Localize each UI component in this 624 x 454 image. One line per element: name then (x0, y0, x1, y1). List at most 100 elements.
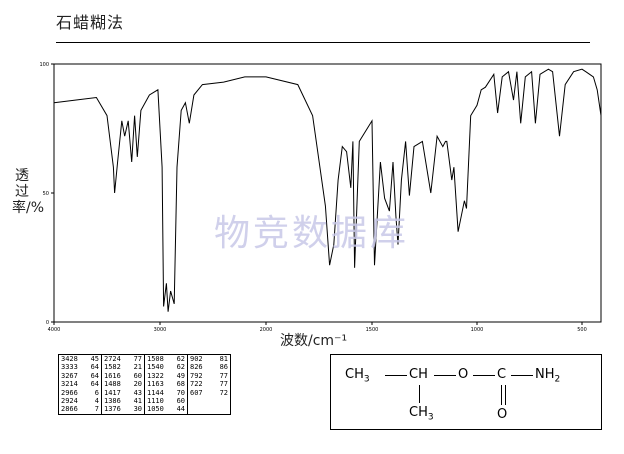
peak-transmittance: 77 (128, 354, 145, 364)
peak-transmittance: 45 (85, 354, 102, 364)
peak-wavenumber: 1322 (147, 371, 164, 380)
peak-wavenumber: 902 (190, 355, 203, 363)
peak-transmittance: 64 (85, 380, 102, 389)
peak-transmittance: 7 (85, 405, 102, 415)
peak-transmittance: 60 (171, 397, 188, 406)
peak-wavenumber: 1376 (104, 405, 121, 414)
bond-3 (473, 375, 495, 376)
peak-transmittance: 20 (128, 380, 145, 389)
peak-transmittance: 4 (85, 397, 102, 406)
structure-carbonyl-o: O (497, 407, 508, 422)
x-tick-label: 1500 (366, 327, 379, 333)
y-tick-label: 0 (46, 320, 49, 326)
y-axis-label: 透过率/% (12, 168, 45, 216)
peak-transmittance: 43 (128, 388, 145, 398)
peak-table: 3428 45 2724 77 1508 62 902 81 3333 64 1582 21 1540 6… (58, 354, 231, 415)
peak-transmittance: 6 (85, 388, 102, 398)
peak-wavenumber: 3214 (61, 380, 78, 389)
peak-wavenumber: 1488 (104, 380, 121, 389)
structure-ch3-bottom-sub: 3 (427, 412, 434, 423)
peak-transmittance: 62 (171, 354, 188, 364)
x-tick-label: 2000 (260, 327, 273, 333)
peak-wavenumber: 1144 (147, 388, 164, 397)
x-axis-label: 波数/cm⁻¹ (280, 333, 348, 349)
watermark: 物竞数据库 (214, 213, 410, 254)
peak-wavenumber: 1616 (104, 371, 121, 380)
peak-wavenumber: 1540 (147, 363, 164, 372)
peak-transmittance: 60 (128, 371, 145, 381)
peak-transmittance: 86 (219, 363, 228, 372)
peak-wavenumber: 1582 (104, 363, 121, 372)
peak-transmittance: 77 (219, 380, 228, 389)
peak-transmittance: 70 (171, 388, 188, 398)
structure-ch: CH (409, 367, 428, 382)
peak-wavenumber: 1110 (147, 397, 164, 406)
peak-wavenumber (188, 397, 215, 405)
peak-row: 3333 64 1582 21 1540 62 826 86 (59, 363, 231, 372)
peak-row: 2866 7 1376 30 1050 44 (59, 405, 231, 415)
y-tick-label: 100 (39, 62, 49, 68)
peak-row: 3267 64 1616 60 1322 49 792 77 (59, 371, 231, 381)
peak-transmittance: 49 (171, 371, 188, 381)
peak-transmittance: 41 (128, 397, 145, 406)
x-tick-label: 1000 (471, 327, 484, 333)
bond-4 (511, 375, 533, 376)
peak-transmittance: 77 (219, 371, 228, 380)
peak-transmittance: 72 (219, 388, 228, 397)
x-tick-label: 4000 (48, 327, 61, 333)
peak-transmittance: 68 (171, 380, 188, 389)
bond-1 (385, 375, 407, 376)
peak-transmittance: 64 (85, 371, 102, 381)
peak-wavenumber: 3267 (61, 371, 78, 380)
peak-wavenumber: 607 (190, 388, 203, 397)
peak-wavenumber: 1508 (147, 355, 164, 363)
y-tick-label: 50 (43, 191, 49, 197)
structure-box: CH3 CH O C NH2 CH3 O (330, 354, 602, 430)
peak-wavenumber: 1163 (147, 380, 164, 389)
peak-wavenumber: 792 (190, 371, 203, 380)
peak-wavenumber: 3333 (61, 363, 78, 372)
peak-wavenumber: 1050 (147, 405, 164, 414)
structure-nh2: NH2 (535, 367, 560, 385)
structure-ch3-left: CH3 (345, 367, 370, 385)
peak-transmittance: 21 (128, 363, 145, 372)
peak-table-body: 3428 45 2724 77 1508 62 902 81 3333 64 1582 21 1540 6… (59, 354, 231, 415)
bond-5 (419, 385, 420, 403)
peak-transmittance: 30 (128, 405, 145, 415)
bond-double-a (501, 385, 502, 405)
peak-transmittance (214, 405, 231, 414)
peak-transmittance: 62 (171, 363, 188, 372)
peak-wavenumber: 722 (190, 380, 203, 389)
spectrum-line (53, 68, 602, 312)
peak-wavenumber: 1417 (104, 388, 121, 397)
peak-wavenumber: 2724 (104, 355, 121, 363)
bond-double-b (505, 385, 506, 405)
page-title: 石蜡糊法 (56, 13, 125, 32)
structure-o: O (458, 367, 469, 382)
title-divider (56, 42, 590, 43)
structure-ch3-bottom: CH3 (409, 405, 434, 423)
peak-transmittance: 81 (219, 355, 228, 363)
peak-transmittance: 44 (171, 405, 188, 415)
bond-2 (434, 375, 456, 376)
peak-wavenumber: 2924 (61, 397, 78, 406)
peak-row: 3428 45 2724 77 1508 62 902 81 (59, 354, 231, 364)
structure-nh2-sub: 2 (554, 374, 561, 385)
peak-wavenumber: 826 (190, 363, 203, 372)
peak-row: 2966 6 1417 43 1144 70 607 72 (59, 388, 231, 398)
peak-row: 2924 4 1386 41 1110 60 (59, 397, 231, 406)
peak-row: 3214 64 1488 20 1163 68 722 77 (59, 380, 231, 389)
peak-wavenumber: 2866 (61, 405, 78, 414)
structure-ch3-bottom-text: CH (409, 405, 428, 420)
structure-c: C (497, 367, 507, 382)
structure-nh2-text: NH (535, 367, 555, 382)
structure-ch3-left-text: CH (345, 367, 364, 382)
x-tick-label: 500 (577, 327, 587, 333)
peak-wavenumber: 1386 (104, 397, 121, 406)
peak-transmittance: 64 (85, 363, 102, 372)
x-tick-label: 3000 (154, 327, 167, 333)
peak-wavenumber: 3428 (61, 355, 78, 363)
peak-wavenumber (188, 405, 215, 414)
peak-wavenumber: 2966 (61, 388, 78, 397)
